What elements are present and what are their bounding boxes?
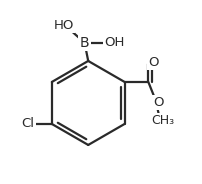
Text: O: O [153, 96, 164, 109]
Text: CH₃: CH₃ [151, 114, 175, 127]
Text: B: B [80, 36, 89, 50]
Text: Cl: Cl [22, 117, 35, 130]
Text: O: O [148, 56, 159, 69]
Text: OH: OH [104, 36, 125, 49]
Text: HO: HO [53, 19, 74, 32]
